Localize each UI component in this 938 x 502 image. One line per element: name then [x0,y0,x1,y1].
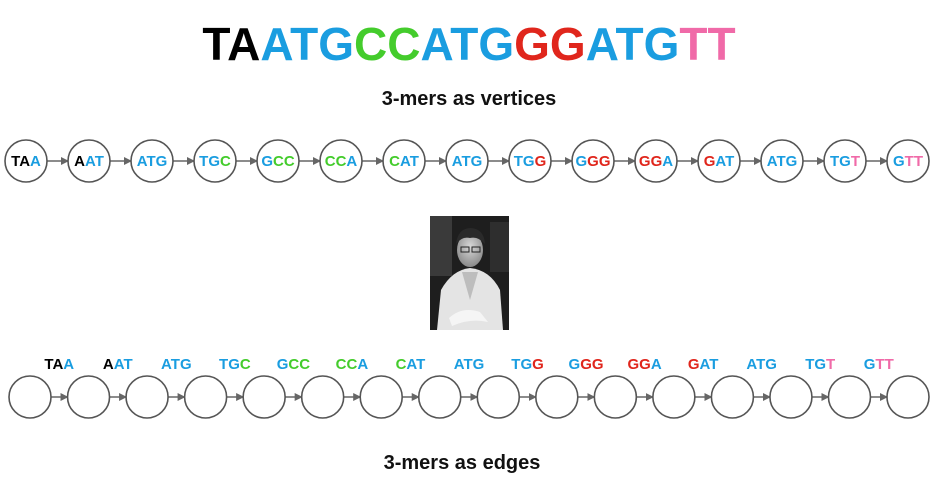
title-segment: ATG [420,18,514,70]
vertex-label: CCA [325,153,358,170]
vertex-label: TGT [830,153,860,170]
edge-labels-row: TAA AAT ATG TGC GCC CCA CAT ATG TGG GGG GGA GAT ATG T… [44,356,893,373]
title-segment: GG [514,18,586,70]
portrait-photo [430,216,509,330]
vertex-label: GGG [575,153,610,170]
vertex-label: GGA [639,153,673,170]
edge-label: ATG [746,356,777,373]
edge-row-node [711,376,753,418]
edge-row-node [185,376,227,418]
edge-row-node [126,376,168,418]
edge-row-node [419,376,461,418]
edge-row-node [828,376,870,418]
edge-label: GGG [569,356,604,373]
edge-row-node [243,376,285,418]
edge-label: GCC [277,356,311,373]
edge-label: ATG [454,356,485,373]
edge-row-node [9,376,51,418]
vertex-label: TGC [199,153,231,170]
vertex-label: CAT [389,153,419,170]
title-segment: CC [354,18,420,70]
edge-row-node [302,376,344,418]
vertex-label: TGG [514,153,547,170]
edge-label: TGC [219,356,251,373]
title-segment: TT [679,18,735,70]
edge-label: ATG [161,356,192,373]
edge-label: CCA [336,356,369,373]
vertex-label: ATG [452,153,483,170]
edge-label: TGT [805,356,835,373]
edge-graph-row [9,376,929,418]
edge-row-node [477,376,519,418]
vertex-label: TAA [11,153,41,170]
edge-row-node [887,376,929,418]
edge-label: TGG [511,356,544,373]
vertex-label: GAT [704,153,735,170]
edge-label: GTT [864,356,894,373]
title-segment: AT [260,18,318,70]
edge-label: GAT [688,356,719,373]
sequence-title: TAATGCCATGGGATGTT [202,18,735,70]
edge-row-node [360,376,402,418]
edge-label: AAT [103,356,133,373]
edges-heading: 3-mers as edges [384,452,541,474]
edge-label: GGA [628,356,662,373]
vertex-label: ATG [137,153,168,170]
edge-row-node [594,376,636,418]
edge-label: CAT [396,356,426,373]
vertex-graph-row: TAA AAT ATG TGC GCC CCA CAT ATG TGG GGG GGA GAT ATG T… [5,140,929,182]
vertex-label: ATG [767,153,798,170]
vertex-label: GTT [893,153,923,170]
edge-label: TAA [44,356,74,373]
edge-row-node [536,376,578,418]
vertex-label: AAT [74,153,104,170]
title-segment: ATG [586,18,680,70]
title-segment: G [318,18,354,70]
title-segment: TA [202,18,260,70]
edge-row-node [653,376,695,418]
edge-row-node [68,376,110,418]
vertices-heading: 3-mers as vertices [382,88,557,110]
edge-row-node [770,376,812,418]
vertex-label: GCC [261,153,295,170]
